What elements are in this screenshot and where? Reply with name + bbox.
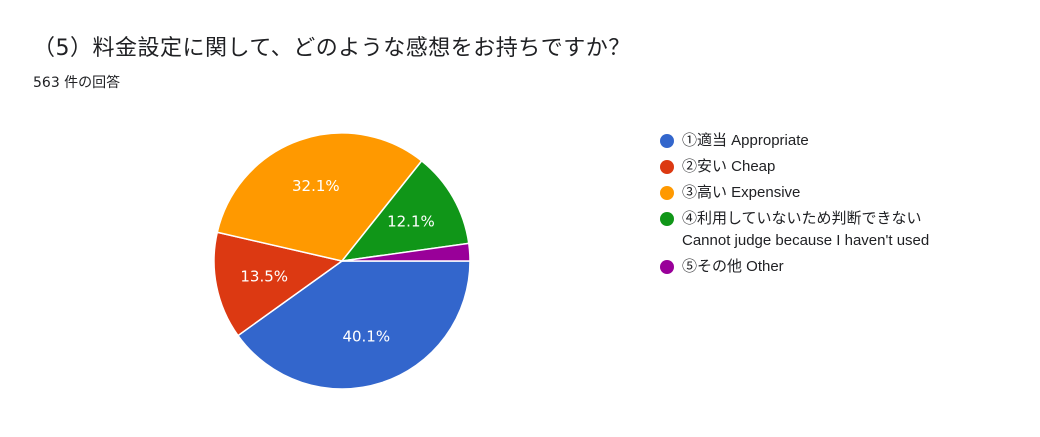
pie-data-label-2: 13.5%	[240, 268, 288, 286]
legend-label: ③高い Expensive	[682, 184, 801, 201]
legend: ①適当 Appropriate ②安い Cheap ③高い Expensive ④利用…	[660, 130, 929, 282]
legend-item-1: ①適当 Appropriate	[660, 130, 929, 152]
legend-label: ④利用していないため判断できない Cannot judge because I …	[682, 210, 930, 249]
pie-slice-1	[236, 260, 471, 390]
pie-slice-3	[216, 132, 423, 262]
pie-slice-2	[213, 231, 344, 337]
pie-slice-4	[340, 159, 470, 263]
legend-item-4: ④利用していないため判断できない Cannot judge because I …	[660, 208, 929, 252]
legend-swatch	[660, 134, 674, 148]
pie-data-label-4: 12.1%	[387, 213, 435, 231]
question-title: （5）料金設定に関して、どのような感想をお持ちですか？	[33, 36, 631, 61]
legend-label: ②安い Cheap	[682, 158, 776, 175]
legend-swatch	[660, 212, 674, 226]
pie-slice-5	[341, 242, 471, 262]
pie-data-label-3: 32.1%	[292, 177, 340, 195]
legend-swatch	[660, 186, 674, 200]
pie-slices	[213, 132, 471, 390]
pie-data-label-1: 40.1%	[342, 328, 390, 346]
legend-swatch	[660, 160, 674, 174]
legend-item-5: ⑤その他 Other	[660, 256, 929, 278]
legend-label: ⑤その他 Other	[682, 258, 784, 275]
legend-label: ①適当 Appropriate	[682, 132, 809, 149]
response-count: 563 件の回答	[33, 75, 121, 91]
legend-item-3: ③高い Expensive	[660, 182, 929, 204]
legend-swatch	[660, 260, 674, 274]
pie-labels: 40.1% 13.5% 32.1% 12.1%	[240, 177, 434, 345]
legend-item-2: ②安い Cheap	[660, 156, 929, 178]
